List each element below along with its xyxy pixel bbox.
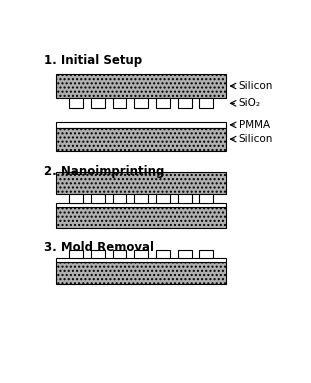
Text: PMMA: PMMA [239, 120, 270, 130]
Bar [56, 203, 226, 207]
Bar [178, 98, 192, 108]
Bar [91, 194, 105, 203]
Text: Silicon: Silicon [239, 134, 273, 144]
Bar [113, 194, 127, 203]
Bar [113, 98, 127, 108]
Bar [156, 250, 170, 259]
Text: Silicon: Silicon [239, 81, 273, 91]
Bar [113, 250, 127, 259]
Text: 2. Nanoimprinting: 2. Nanoimprinting [44, 165, 165, 178]
Bar [69, 98, 83, 108]
Text: SiO₂: SiO₂ [239, 98, 261, 108]
Bar [199, 250, 213, 259]
Bar [91, 98, 105, 108]
Bar [134, 98, 148, 108]
Bar [156, 194, 170, 203]
Bar [56, 122, 226, 128]
Bar [156, 98, 170, 108]
Bar [134, 250, 148, 259]
Bar [178, 250, 192, 259]
Bar [199, 194, 213, 203]
Bar [91, 250, 105, 259]
Bar [199, 98, 213, 108]
Bar [56, 74, 226, 98]
Bar [69, 250, 83, 259]
Bar [56, 262, 226, 284]
Bar [56, 207, 226, 228]
Bar [56, 259, 226, 262]
Bar [56, 172, 226, 194]
Bar [134, 194, 148, 203]
Bar [69, 194, 83, 203]
Bar [178, 194, 192, 203]
Text: 1. Initial Setup: 1. Initial Setup [44, 54, 142, 67]
Bar [56, 128, 226, 151]
Text: 3. Mold Removal: 3. Mold Removal [44, 241, 154, 254]
